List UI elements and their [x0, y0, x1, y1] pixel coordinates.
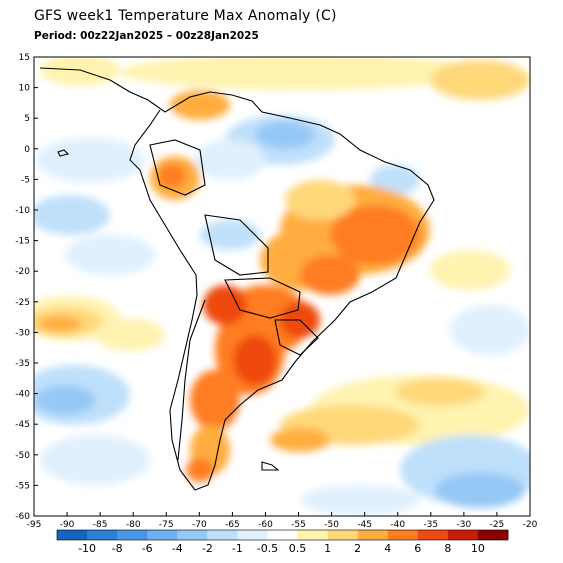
lon-tick-label: -25	[490, 520, 505, 530]
lat-tick-label: -40	[15, 390, 30, 400]
colorbar-swatch	[57, 530, 88, 540]
colorbar-swatch	[327, 530, 358, 540]
lon-tick-label: -90	[60, 520, 75, 530]
colorbar-swatch	[117, 530, 148, 540]
colorbar: -10 -8 -6 -4 -2 -1 -0.5 0.5 1 2 4 6 8 10	[56, 529, 509, 555]
colorbar-swatch	[207, 530, 238, 540]
lon-tick-label: -50	[324, 520, 339, 530]
lon-tick-label: -95	[27, 520, 42, 530]
colorbar-label: -1	[232, 542, 243, 555]
colorbar-label: -6	[142, 542, 153, 555]
lon-tick-label: -80	[126, 520, 141, 530]
lon-tick-label: -85	[93, 520, 108, 530]
lon-tick-label: -65	[225, 520, 240, 530]
lat-tick-label: -20	[15, 267, 30, 277]
colorbar-label: 6	[414, 542, 421, 555]
lon-tick-label: -35	[423, 520, 438, 530]
plot-frame	[33, 56, 531, 517]
lat-tick-label: -5	[21, 175, 30, 185]
colorbar-label: -10	[78, 542, 96, 555]
lat-tick-label: 0	[24, 145, 30, 155]
colorbar-label: 10	[471, 542, 485, 555]
colorbar-label: -0.5	[257, 542, 278, 555]
colorbar-frame	[56, 529, 509, 541]
colorbar-label: -2	[202, 542, 213, 555]
colorbar-swatch	[237, 530, 268, 540]
lon-tick-label: -40	[390, 520, 405, 530]
lat-tick-label: -60	[15, 512, 30, 522]
map-title: GFS week1 Temperature Max Anomaly (C)	[34, 8, 337, 24]
colorbar-label: 4	[384, 542, 391, 555]
lat-tick-label: -25	[15, 298, 30, 308]
lon-tick-label: -20	[523, 520, 538, 530]
colorbar-label: 0.5	[289, 542, 307, 555]
lon-tick-label: -60	[258, 520, 273, 530]
colorbar-swatch	[387, 530, 419, 540]
colorbar-swatch	[447, 530, 479, 540]
lat-tick-label: -50	[15, 451, 30, 461]
colorbar-label: -8	[112, 542, 123, 555]
lon-tick-label: -45	[357, 520, 372, 530]
colorbar-swatch	[357, 530, 389, 540]
colorbar-swatch	[267, 530, 298, 540]
colorbar-swatch	[87, 530, 118, 540]
latitude-axis: 15 10 5 0 -5 -10 -15 -20 -25 -30 -35 -40 -45 -50 -55 -6…	[15, 53, 38, 522]
lon-tick-label: -30	[457, 520, 472, 530]
lat-tick-label: -15	[15, 237, 30, 247]
colorbar-label: 8	[444, 542, 451, 555]
lon-tick-label: -75	[159, 520, 174, 530]
lon-tick-label: -55	[291, 520, 306, 530]
lat-tick-label: -45	[15, 420, 30, 430]
coastline	[39, 67, 435, 491]
lat-tick-label: -35	[15, 359, 30, 369]
lat-tick-label: -30	[15, 328, 30, 338]
period-label: Period: 00z22Jan2025 – 00z28Jan2025	[34, 30, 259, 42]
anomaly-field	[34, 57, 530, 516]
longitude-axis: -95 -90 -85 -80 -75 -70 -65 -60 -55 -50 -45 -40 -35 -…	[27, 512, 538, 530]
lat-tick-label: 15	[19, 53, 30, 63]
lat-tick-label: -55	[15, 481, 30, 491]
lat-tick-label: 5	[24, 114, 30, 124]
colorbar-label: 2	[354, 542, 361, 555]
colorbar-swatch	[297, 530, 328, 540]
lat-tick-label: -10	[15, 206, 30, 216]
lon-tick-label: -70	[192, 520, 207, 530]
colorbar-swatch	[417, 530, 449, 540]
lat-tick-label: 10	[19, 84, 31, 94]
colorbar-label: 1	[324, 542, 331, 555]
colorbar-swatch	[477, 530, 509, 540]
colorbar-label: -4	[172, 542, 183, 555]
colorbar-swatch	[147, 530, 178, 540]
colorbar-swatch	[177, 530, 208, 540]
